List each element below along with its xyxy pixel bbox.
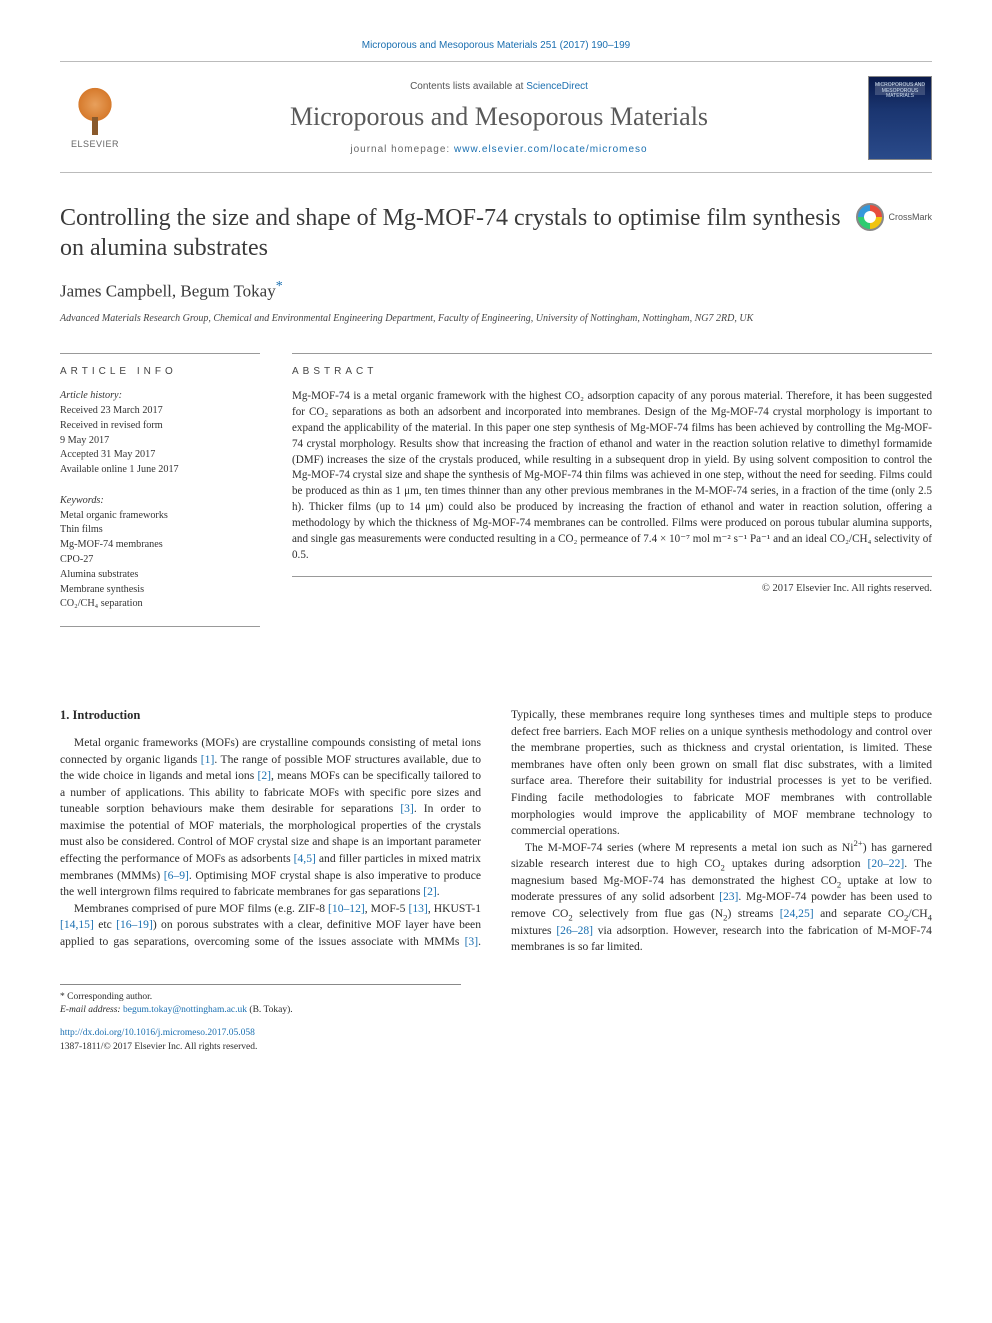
- info-bottom-rule: [60, 626, 260, 627]
- history-line: Available online 1 June 2017: [60, 464, 179, 475]
- publisher-name: ELSEVIER: [60, 139, 130, 149]
- ref-link[interactable]: [20–22]: [868, 857, 905, 870]
- sciencedirect-link[interactable]: ScienceDirect: [526, 81, 588, 92]
- article-info-column: ARTICLE INFO Article history: Received 2…: [60, 353, 260, 627]
- email-suffix: (B. Tokay).: [247, 1005, 293, 1015]
- ref-link[interactable]: [2]: [423, 885, 437, 898]
- journal-name: Microporous and Mesoporous Materials: [130, 102, 868, 132]
- keyword: CO₂/CH₄ separation: [60, 598, 143, 609]
- history-line: Received 23 March 2017: [60, 405, 163, 416]
- journal-homepage-line: journal homepage: www.elsevier.com/locat…: [130, 144, 868, 155]
- ref-link[interactable]: [14,15]: [60, 918, 94, 931]
- journal-cover-thumbnail: MICROPOROUS AND MESOPOROUS MATERIALS: [868, 76, 932, 160]
- ref-link[interactable]: [10–12]: [328, 902, 365, 915]
- abstract-label: ABSTRACT: [292, 353, 932, 377]
- footnotes: * Corresponding author. E-mail address: …: [60, 984, 461, 1018]
- elsevier-tree-icon: [70, 87, 120, 137]
- ref-link[interactable]: [24,25]: [780, 907, 814, 920]
- keyword: Mg-MOF-74 membranes: [60, 539, 163, 550]
- corresponding-author-note: * Corresponding author.: [60, 991, 461, 1004]
- ref-link[interactable]: [3]: [400, 802, 414, 815]
- cover-thumb-caption: MICROPOROUS AND MESOPOROUS MATERIALS: [875, 83, 925, 100]
- ref-link[interactable]: [6–9]: [164, 869, 189, 882]
- abstract-column: ABSTRACT Mg-MOF-74 is a metal organic fr…: [292, 353, 932, 627]
- ref-link[interactable]: [26–28]: [556, 924, 593, 937]
- ref-link[interactable]: [23]: [719, 890, 738, 903]
- affiliation: Advanced Materials Research Group, Chemi…: [60, 312, 932, 326]
- ref-link[interactable]: [4,5]: [294, 852, 316, 865]
- keyword: Thin films: [60, 524, 103, 535]
- ref-link[interactable]: [3]: [465, 935, 479, 948]
- issn-copyright-line: 1387-1811/© 2017 Elsevier Inc. All right…: [60, 1042, 257, 1052]
- email-label: E-mail address:: [60, 1005, 123, 1015]
- corresponding-email-link[interactable]: begum.tokay@nottingham.ac.uk: [123, 1005, 247, 1015]
- contents-available-line: Contents lists available at ScienceDirec…: [130, 81, 868, 92]
- history-line: Accepted 31 May 2017: [60, 449, 155, 460]
- keyword: Metal organic frameworks: [60, 510, 168, 521]
- keywords-block: Keywords: Metal organic frameworks Thin …: [60, 494, 260, 612]
- body-paragraph: The M-MOF-74 series (where M represents …: [511, 840, 932, 956]
- crossmark-widget[interactable]: CrossMark: [856, 203, 932, 231]
- keyword: CPO-27: [60, 554, 93, 565]
- abstract-text: Mg-MOF-74 is a metal organic framework w…: [292, 389, 932, 576]
- publisher-logo: ELSEVIER: [60, 87, 130, 149]
- authors-line: James Campbell, Begum Tokay*: [60, 279, 932, 302]
- doi-block: http://dx.doi.org/10.1016/j.micromeso.20…: [60, 1027, 932, 1054]
- homepage-prefix: journal homepage:: [350, 144, 454, 155]
- ref-link[interactable]: [16–19]: [116, 918, 153, 931]
- ref-link[interactable]: [1]: [201, 753, 215, 766]
- ref-link[interactable]: [2]: [257, 769, 271, 782]
- masthead: ELSEVIER Contents lists available at Sci…: [60, 61, 932, 173]
- article-history: Article history: Received 23 March 2017 …: [60, 389, 260, 478]
- journal-homepage-link[interactable]: www.elsevier.com/locate/micromeso: [454, 144, 648, 155]
- doi-link[interactable]: http://dx.doi.org/10.1016/j.micromeso.20…: [60, 1028, 255, 1038]
- ref-link[interactable]: [13]: [409, 902, 428, 915]
- authors-text: James Campbell, Begum Tokay: [60, 282, 276, 301]
- history-line: Received in revised form: [60, 420, 163, 431]
- crossmark-label: CrossMark: [888, 212, 932, 222]
- section-heading-introduction: 1. Introduction: [60, 707, 481, 725]
- body-two-column: 1. Introduction Metal organic frameworks…: [60, 707, 932, 956]
- abstract-copyright: © 2017 Elsevier Inc. All rights reserved…: [292, 583, 932, 594]
- history-heading: Article history:: [60, 390, 122, 401]
- article-info-label: ARTICLE INFO: [60, 353, 260, 377]
- corresponding-star-icon: *: [276, 279, 283, 294]
- keywords-heading: Keywords:: [60, 495, 104, 506]
- keyword: Alumina substrates: [60, 569, 138, 580]
- keyword: Membrane synthesis: [60, 584, 144, 595]
- contents-prefix: Contents lists available at: [410, 81, 526, 92]
- history-line: 9 May 2017: [60, 435, 109, 446]
- crossmark-icon: [856, 203, 884, 231]
- body-paragraph: Metal organic frameworks (MOFs) are crys…: [60, 735, 481, 901]
- article-title: Controlling the size and shape of Mg-MOF…: [60, 203, 842, 263]
- running-citation: Microporous and Mesoporous Materials 251…: [60, 40, 932, 51]
